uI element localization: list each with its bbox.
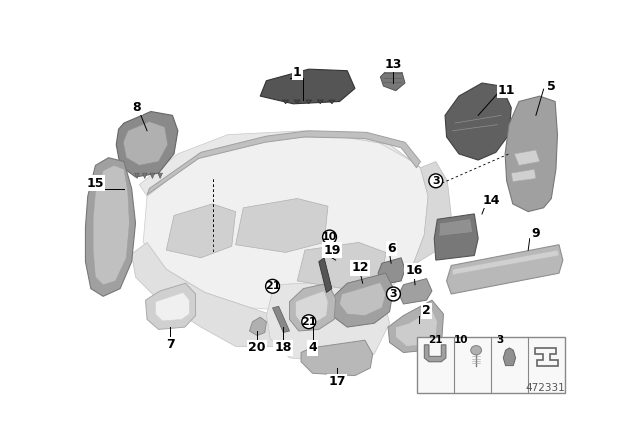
- Polygon shape: [93, 165, 129, 285]
- Polygon shape: [424, 345, 446, 362]
- Polygon shape: [260, 69, 355, 104]
- Bar: [417, 337, 565, 392]
- Polygon shape: [150, 173, 155, 178]
- Text: 2: 2: [422, 305, 431, 318]
- Polygon shape: [445, 83, 511, 160]
- Text: 472331: 472331: [525, 383, 565, 392]
- Text: 18: 18: [275, 341, 292, 354]
- Text: 1: 1: [293, 66, 301, 79]
- Text: 10: 10: [322, 232, 337, 242]
- Polygon shape: [388, 300, 444, 353]
- Polygon shape: [452, 250, 559, 275]
- Text: 16: 16: [406, 264, 423, 277]
- Polygon shape: [236, 198, 328, 252]
- Text: 13: 13: [385, 58, 402, 71]
- Polygon shape: [294, 100, 300, 104]
- Polygon shape: [250, 317, 266, 336]
- Text: 21: 21: [301, 317, 317, 327]
- Polygon shape: [143, 137, 428, 312]
- Polygon shape: [116, 112, 178, 177]
- Circle shape: [323, 230, 337, 244]
- Polygon shape: [380, 68, 405, 91]
- Polygon shape: [143, 173, 147, 178]
- Polygon shape: [297, 242, 386, 289]
- Text: 9: 9: [532, 228, 540, 241]
- Text: 14: 14: [483, 194, 500, 207]
- Text: 12: 12: [351, 261, 369, 274]
- Polygon shape: [413, 162, 451, 266]
- Polygon shape: [132, 242, 274, 346]
- Polygon shape: [123, 121, 168, 165]
- Circle shape: [429, 174, 443, 188]
- Polygon shape: [147, 131, 420, 195]
- Text: 6: 6: [388, 242, 396, 255]
- Text: 4: 4: [308, 341, 317, 354]
- Polygon shape: [435, 214, 478, 260]
- Polygon shape: [378, 258, 405, 285]
- Polygon shape: [301, 340, 372, 375]
- Polygon shape: [503, 348, 516, 366]
- Text: 7: 7: [166, 338, 175, 351]
- Text: 21: 21: [428, 335, 442, 345]
- Polygon shape: [505, 96, 557, 211]
- Circle shape: [302, 315, 316, 329]
- Text: 5: 5: [547, 80, 556, 93]
- Polygon shape: [158, 173, 163, 178]
- Text: 15: 15: [86, 177, 104, 190]
- Text: 17: 17: [328, 375, 346, 388]
- Polygon shape: [439, 219, 473, 236]
- Polygon shape: [515, 150, 540, 165]
- Polygon shape: [135, 173, 140, 178]
- Polygon shape: [145, 283, 196, 329]
- Text: 8: 8: [132, 101, 141, 114]
- Polygon shape: [329, 100, 335, 104]
- Polygon shape: [266, 281, 390, 362]
- Polygon shape: [283, 100, 289, 104]
- Text: 3: 3: [390, 289, 397, 299]
- Polygon shape: [166, 204, 236, 258]
- Polygon shape: [289, 283, 336, 331]
- Polygon shape: [296, 291, 328, 323]
- Text: 19: 19: [323, 244, 340, 257]
- Text: 3: 3: [497, 335, 504, 345]
- Ellipse shape: [471, 345, 481, 355]
- Polygon shape: [340, 282, 386, 315]
- Circle shape: [387, 287, 401, 301]
- Polygon shape: [511, 169, 536, 181]
- Text: 11: 11: [498, 84, 515, 97]
- Polygon shape: [319, 258, 332, 293]
- Text: 10: 10: [454, 335, 468, 345]
- Polygon shape: [330, 273, 394, 327]
- Text: 20: 20: [248, 341, 266, 354]
- Polygon shape: [306, 100, 312, 104]
- Polygon shape: [86, 158, 136, 296]
- Text: 3: 3: [432, 176, 440, 186]
- Polygon shape: [156, 293, 189, 321]
- Polygon shape: [317, 100, 323, 104]
- Polygon shape: [396, 310, 437, 346]
- Polygon shape: [447, 245, 563, 294]
- Text: 21: 21: [265, 281, 280, 291]
- Polygon shape: [399, 279, 432, 304]
- Polygon shape: [140, 131, 420, 196]
- Circle shape: [266, 280, 280, 293]
- Polygon shape: [273, 306, 289, 332]
